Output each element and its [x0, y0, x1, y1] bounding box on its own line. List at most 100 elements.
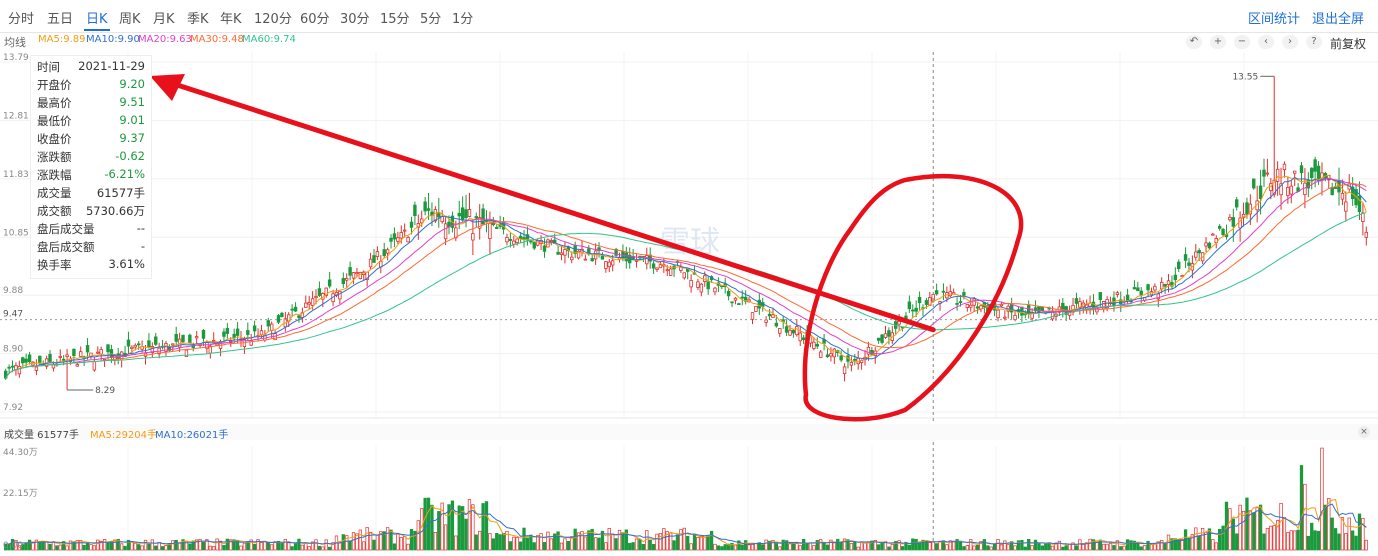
undo-icon[interactable]: ↶: [1186, 35, 1202, 49]
tab-8[interactable]: 60分: [300, 12, 330, 27]
volume-bar: [385, 527, 390, 551]
zoom-in-icon[interactable]: +: [1210, 35, 1226, 49]
volume-bar: [1170, 538, 1174, 551]
volume-bar: [1252, 512, 1256, 551]
volume-bar: [1214, 542, 1218, 551]
tab-10[interactable]: 15分: [380, 12, 410, 27]
volume-bar: [1310, 522, 1314, 551]
volume-bar: [607, 528, 611, 551]
volume-bar: [1235, 533, 1239, 551]
volume-bar: [1146, 540, 1150, 551]
volume-bar: [822, 542, 826, 551]
volume-bar: [1037, 542, 1041, 551]
candle-body: [784, 326, 789, 333]
volume-bar: [358, 529, 362, 551]
volume-bar: [962, 546, 966, 551]
volume-bar: [280, 543, 284, 551]
volume-bar: [744, 540, 748, 551]
exit-fullscreen-link[interactable]: 退出全屏: [1312, 12, 1365, 27]
volume-bar: [682, 527, 686, 551]
volume-bar: [75, 540, 79, 551]
tab-5[interactable]: 季K: [187, 12, 209, 27]
interval-stats-link[interactable]: 区间统计: [1248, 12, 1301, 27]
candle-body: [876, 337, 881, 341]
tab-0[interactable]: 分时: [8, 12, 35, 27]
close-icon[interactable]: ×: [1358, 426, 1370, 438]
volume-bar: [1303, 483, 1307, 551]
candle-body: [665, 269, 669, 272]
candle-body: [1235, 199, 1239, 208]
volume-bar: [460, 506, 465, 551]
tab-2[interactable]: 日K: [86, 12, 108, 27]
volume-bar: [992, 543, 997, 551]
candle-body: [389, 237, 393, 242]
info-value: 61577手: [96, 186, 145, 200]
tab-1[interactable]: 五日: [47, 12, 74, 27]
candle-body: [317, 288, 322, 296]
adjust-mode-button[interactable]: 前复权: [1330, 37, 1367, 51]
tab-12[interactable]: 1分: [452, 12, 474, 27]
candle-body: [368, 258, 373, 268]
candle-body: [222, 331, 226, 337]
volume-bar: [1061, 546, 1065, 551]
candle-body: [740, 296, 744, 299]
volume-bar: [501, 532, 506, 551]
candle-body: [829, 353, 833, 357]
candle-body: [825, 354, 830, 358]
volume-bar: [917, 542, 922, 551]
tab-7[interactable]: 120分: [254, 12, 292, 27]
volume-bar: [842, 538, 847, 551]
tab-6[interactable]: 年K: [220, 12, 242, 27]
volume-bar: [556, 531, 560, 551]
volume-bar: [1364, 539, 1368, 551]
volume-bar: [1044, 543, 1048, 551]
zoom-out-icon[interactable]: −: [1234, 35, 1250, 49]
volume-bar: [686, 535, 690, 551]
candle-body: [426, 208, 431, 211]
scroll-right-icon[interactable]: ›: [1282, 35, 1298, 49]
candle-body: [812, 341, 816, 349]
volume-bar: [655, 533, 659, 551]
tab-3[interactable]: 周K: [119, 12, 141, 27]
candle-body: [1275, 168, 1280, 182]
candle-body: [457, 212, 461, 217]
candle-body: [1040, 307, 1045, 311]
tab-9[interactable]: 30分: [340, 12, 370, 27]
volume-bar: [143, 539, 148, 551]
info-row: 成交量 61577手: [37, 185, 147, 203]
volume-bar: [201, 541, 206, 551]
candle-body: [1098, 292, 1103, 300]
volume-bar: [365, 527, 369, 551]
candle-body: [102, 358, 107, 361]
volume-bar: [986, 545, 990, 551]
candle-body: [788, 329, 792, 336]
candle-body: [1030, 312, 1034, 319]
candle-body: [58, 356, 62, 358]
volume-bar: [1074, 545, 1079, 551]
tab-11[interactable]: 5分: [420, 12, 442, 27]
volume-bar: [709, 530, 714, 551]
volume-bar: [1105, 543, 1109, 551]
volume-bar: [355, 533, 359, 551]
candle-body: [1163, 284, 1167, 287]
ma20-line: [5, 177, 1367, 379]
volume-bar: [443, 524, 448, 551]
volume-bar: [1040, 545, 1044, 551]
info-icon[interactable]: ?: [1306, 35, 1322, 49]
info-value: -: [140, 239, 145, 253]
tab-4[interactable]: 月K: [153, 12, 175, 27]
volume-bar: [778, 546, 782, 551]
volume-bar: [467, 499, 472, 551]
volume-bar: [965, 545, 969, 551]
scroll-left-icon[interactable]: ‹: [1258, 35, 1274, 49]
volume-bar: [566, 541, 571, 551]
candle-body: [1289, 185, 1293, 195]
volume-bar: [559, 542, 564, 551]
candle-body: [607, 261, 611, 268]
volume-bar: [406, 543, 410, 551]
candle-body: [505, 237, 509, 243]
candle-body: [682, 272, 686, 279]
volume-bar: [270, 544, 274, 551]
volume-bar: [1160, 539, 1164, 551]
